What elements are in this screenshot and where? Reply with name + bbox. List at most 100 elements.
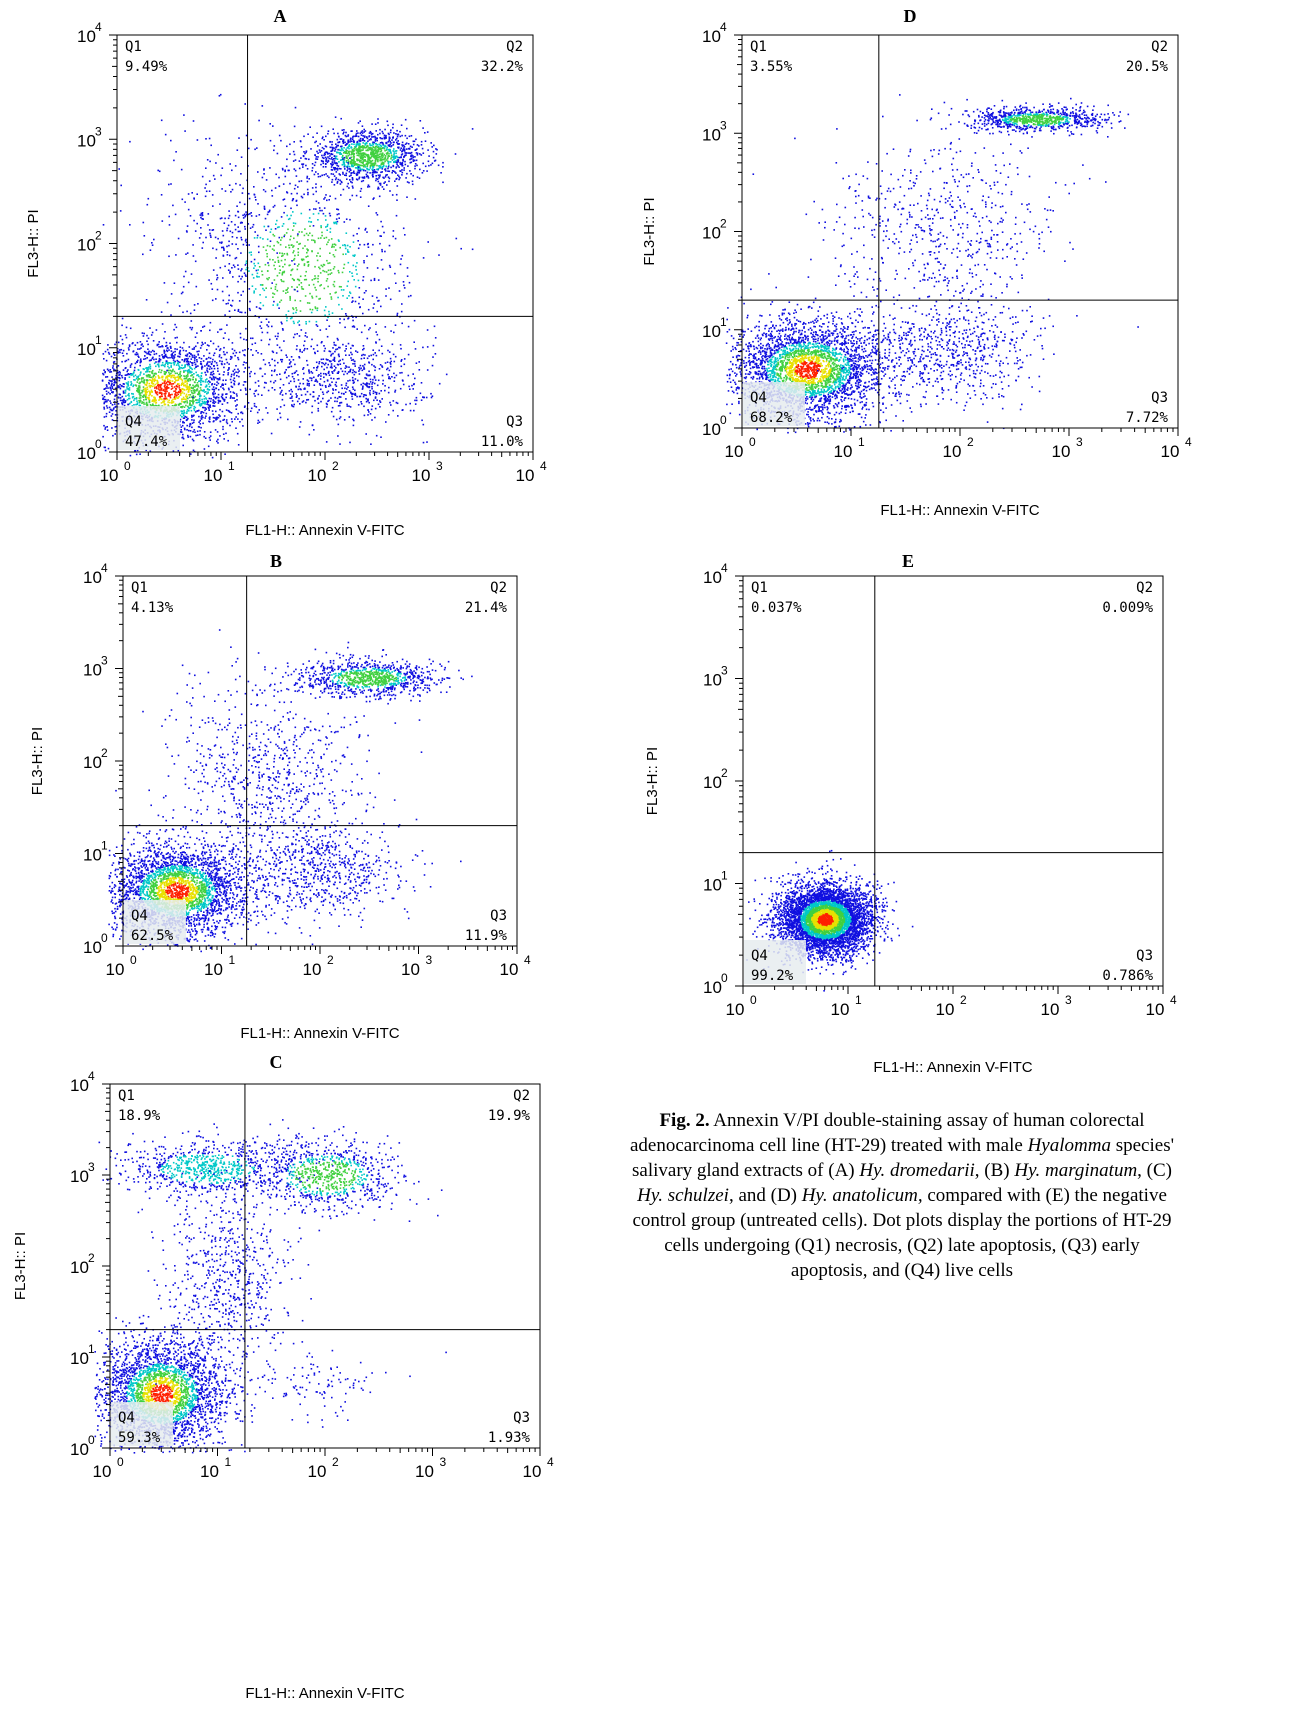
data-dot — [314, 265, 316, 268]
data-dot — [326, 259, 328, 262]
data-dot — [334, 350, 336, 353]
data-dot — [205, 412, 208, 415]
data-dot — [298, 263, 300, 266]
data-dot — [293, 378, 295, 380]
data-dot — [355, 134, 357, 136]
data-dot — [197, 385, 200, 388]
data-dot — [175, 364, 178, 366]
data-dot — [193, 309, 196, 311]
data-dot — [135, 384, 137, 386]
data-dot — [218, 377, 221, 379]
data-dot — [256, 237, 259, 239]
data-dot — [230, 375, 233, 378]
data-dot — [384, 137, 386, 139]
data-dot — [213, 378, 215, 381]
data-dot — [292, 320, 295, 323]
data-dot — [330, 353, 333, 356]
data-dot — [275, 283, 278, 286]
data-dot — [226, 361, 229, 364]
data-dot — [330, 354, 332, 357]
data-dot — [341, 156, 343, 159]
data-dot — [161, 361, 164, 364]
data-dot — [421, 419, 423, 422]
data-dot — [347, 159, 350, 161]
data-dot — [352, 156, 355, 158]
data-dot — [362, 279, 364, 282]
data-dot — [339, 363, 342, 365]
data-dot — [415, 399, 418, 402]
data-dot — [383, 158, 385, 161]
data-dot — [189, 378, 192, 381]
data-dot — [406, 267, 409, 269]
data-dot — [173, 363, 175, 366]
data-dot — [343, 165, 346, 168]
data-dot — [273, 264, 275, 267]
data-dot — [231, 188, 234, 191]
data-dot — [157, 384, 159, 386]
data-dot — [105, 412, 108, 415]
data-dot — [224, 217, 226, 220]
data-dot — [226, 229, 228, 232]
data-dot — [337, 208, 340, 211]
data-dot — [245, 327, 247, 330]
data-dot — [336, 220, 339, 223]
data-dot — [335, 168, 337, 170]
data-dot — [389, 298, 392, 301]
data-dot — [186, 400, 188, 402]
data-dot — [391, 139, 393, 141]
data-dot — [314, 306, 317, 308]
data-dot — [354, 393, 356, 396]
data-dot — [227, 217, 230, 220]
data-dot — [358, 169, 361, 172]
data-dot — [333, 285, 336, 288]
data-dot — [336, 167, 339, 170]
data-dot — [373, 153, 375, 156]
data-dot — [156, 363, 159, 366]
data-dot — [367, 160, 369, 162]
data-dot — [218, 414, 220, 416]
data-dot — [185, 376, 188, 379]
data-dot — [151, 331, 154, 334]
data-dot — [244, 354, 246, 357]
data-dot — [254, 395, 256, 397]
data-dot — [255, 406, 258, 408]
data-dot — [158, 365, 160, 368]
data-dot — [171, 369, 174, 372]
data-dot — [372, 136, 375, 138]
data-dot — [362, 298, 364, 300]
data-dot — [331, 381, 333, 383]
data-dot — [239, 389, 242, 391]
data-dot — [393, 376, 396, 379]
data-dot — [365, 397, 367, 400]
data-dot — [408, 147, 411, 150]
data-dot — [388, 386, 390, 389]
data-dot — [177, 378, 180, 380]
data-dot — [314, 154, 316, 156]
data-dot — [124, 400, 127, 402]
data-dot — [362, 142, 364, 144]
data-dot — [144, 387, 147, 390]
data-dot — [124, 392, 127, 394]
data-dot — [237, 383, 240, 386]
data-dot — [351, 301, 353, 303]
data-dot — [331, 371, 333, 373]
data-dot — [322, 397, 324, 400]
data-dot — [162, 356, 164, 358]
data-dot — [183, 371, 185, 373]
data-dot — [110, 415, 113, 417]
data-dot — [341, 370, 344, 373]
data-dot — [198, 421, 200, 423]
data-dot — [357, 144, 360, 146]
data-dot — [261, 284, 264, 286]
data-dot — [208, 229, 211, 231]
data-dot — [324, 385, 327, 387]
data-dot — [113, 354, 116, 356]
data-dot — [363, 357, 365, 359]
data-dot — [297, 379, 300, 381]
data-dot — [299, 350, 301, 353]
data-dot — [107, 387, 109, 389]
data-dot — [401, 134, 403, 137]
data-dot — [223, 366, 225, 369]
data-dot — [222, 337, 225, 339]
data-dot — [125, 359, 128, 362]
